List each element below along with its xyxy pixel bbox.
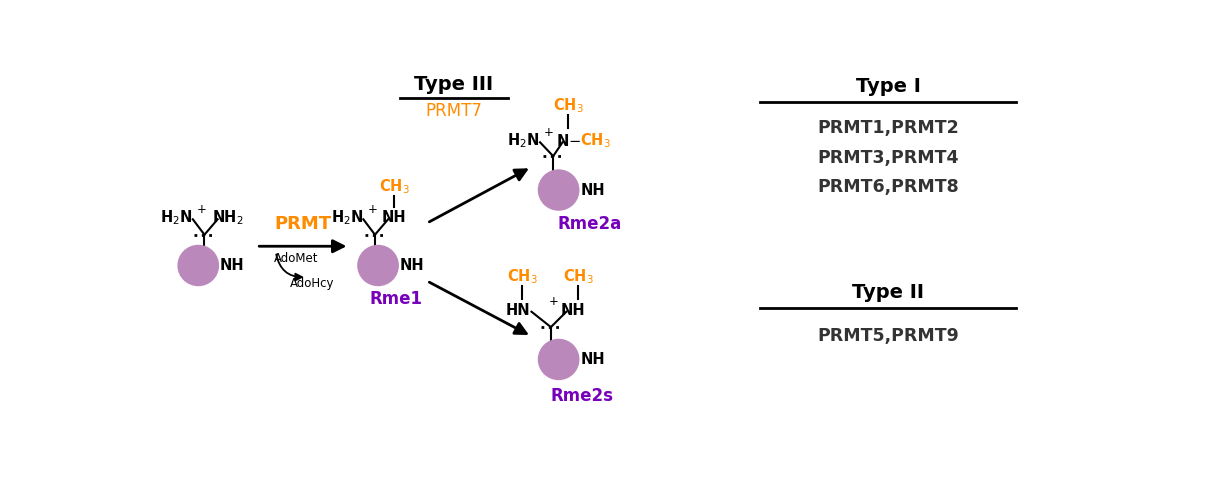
Text: Type I: Type I: [856, 77, 920, 96]
Text: +: +: [368, 203, 378, 216]
Text: NH: NH: [580, 182, 605, 198]
Text: CH$_3$: CH$_3$: [552, 96, 583, 115]
Text: Type II: Type II: [852, 283, 924, 302]
Text: N$-$: N$-$: [556, 133, 582, 149]
Text: PRMT6,PRMT8: PRMT6,PRMT8: [817, 178, 959, 196]
Text: +: +: [544, 126, 554, 139]
Text: NH: NH: [220, 258, 244, 273]
Text: CH$_3$: CH$_3$: [579, 132, 611, 150]
Text: PRMT7: PRMT7: [426, 103, 482, 120]
Text: H$_2$N: H$_2$N: [331, 208, 363, 227]
Text: H$_2$N: H$_2$N: [160, 208, 192, 227]
Text: +: +: [197, 203, 208, 216]
Text: NH: NH: [580, 352, 605, 367]
Text: Rme2s: Rme2s: [550, 387, 613, 405]
Text: AdoMet: AdoMet: [274, 252, 319, 264]
Circle shape: [539, 170, 579, 210]
Text: PRMT5,PRMT9: PRMT5,PRMT9: [817, 327, 959, 345]
Text: PRMT: PRMT: [274, 215, 331, 233]
Text: CH$_3$: CH$_3$: [562, 268, 594, 287]
Text: PRMT1,PRMT2: PRMT1,PRMT2: [817, 120, 959, 137]
Circle shape: [178, 245, 219, 286]
Text: NH: NH: [561, 303, 585, 318]
Text: Rme2a: Rme2a: [557, 216, 622, 233]
Text: NH: NH: [382, 210, 407, 225]
Text: Rme1: Rme1: [369, 290, 422, 308]
Text: PRMT3,PRMT4: PRMT3,PRMT4: [817, 149, 959, 167]
Text: NH$_2$: NH$_2$: [212, 208, 244, 227]
Text: Type III: Type III: [414, 75, 494, 94]
Text: CH$_3$: CH$_3$: [379, 178, 409, 196]
Text: +: +: [549, 295, 558, 308]
Circle shape: [358, 245, 398, 286]
Text: NH: NH: [399, 258, 425, 273]
Text: CH$_3$: CH$_3$: [506, 268, 538, 287]
Text: HN: HN: [505, 303, 531, 318]
Text: AdoHcy: AdoHcy: [290, 277, 334, 290]
Text: H$_2$N: H$_2$N: [506, 132, 539, 150]
Circle shape: [539, 339, 579, 380]
